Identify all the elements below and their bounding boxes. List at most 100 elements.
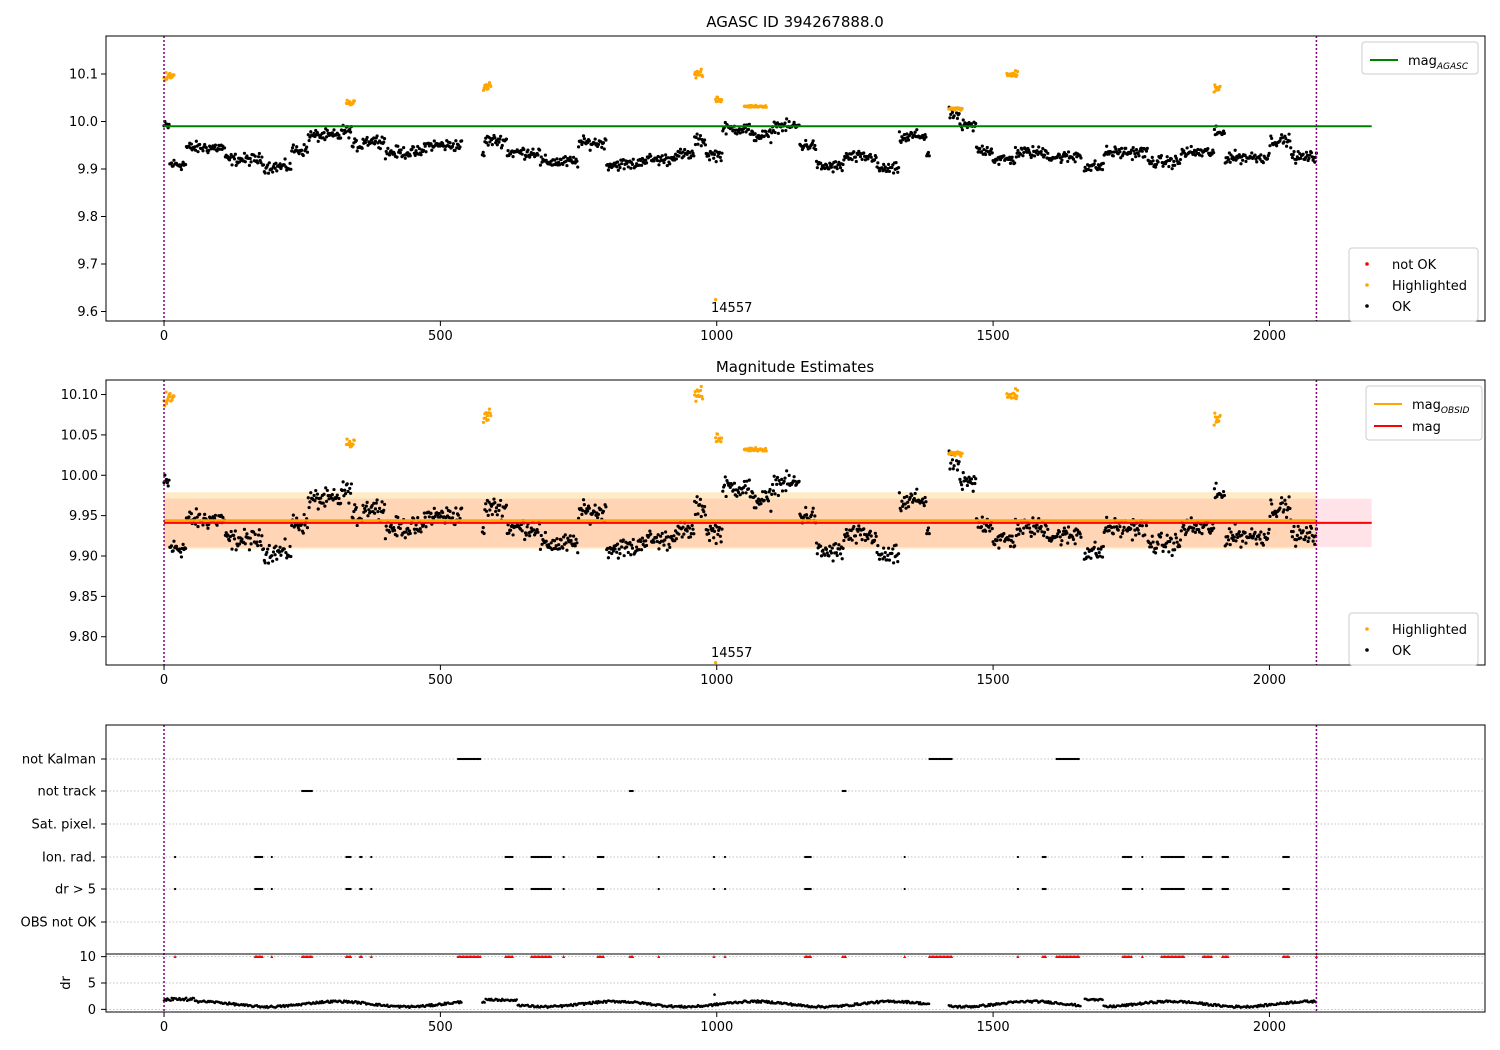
- ok-point: [1096, 547, 1100, 551]
- ok-point: [1284, 515, 1289, 519]
- ok-point: [1291, 529, 1295, 534]
- dr-flag-marker: [478, 955, 482, 959]
- ok-point: [494, 509, 498, 514]
- ok-point: [824, 547, 829, 552]
- ok-point: [355, 149, 359, 153]
- ok-point: [854, 541, 858, 545]
- ok-point: [804, 513, 809, 517]
- ok-point: [1290, 535, 1294, 539]
- ok-point: [1311, 539, 1315, 543]
- ok-point: [908, 496, 912, 500]
- ok-point: [376, 509, 380, 514]
- ok-point: [747, 478, 751, 482]
- ok-point: [1071, 157, 1076, 161]
- legend-box: [1361, 41, 1479, 75]
- ok-point: [1143, 154, 1147, 159]
- ok-point: [974, 121, 978, 126]
- ok-point: [348, 491, 353, 495]
- ok-point: [1288, 139, 1292, 143]
- ok-point: [1035, 523, 1039, 527]
- ok-point: [523, 537, 527, 542]
- ok-point: [853, 155, 858, 159]
- legend-subscript: AGASC: [1436, 62, 1469, 72]
- ok-point: [1210, 529, 1214, 533]
- ok-point: [335, 493, 339, 497]
- ok-point: [1095, 168, 1100, 172]
- ok-point: [976, 150, 980, 154]
- ok-point: [1040, 530, 1044, 534]
- ok-point: [536, 153, 540, 157]
- ok-point: [984, 152, 988, 157]
- ok-point: [226, 533, 230, 537]
- ok-point: [243, 542, 247, 546]
- ok-point: [217, 147, 222, 151]
- ok-point: [1100, 168, 1105, 172]
- ok-point: [1193, 530, 1197, 534]
- ok-point: [681, 150, 685, 154]
- ok-point: [906, 505, 911, 509]
- ok-point: [489, 504, 494, 508]
- ok-point: [314, 496, 319, 500]
- ok-point: [271, 170, 275, 174]
- ok-point: [1232, 535, 1236, 539]
- ok-point: [315, 492, 320, 496]
- ok-point: [346, 489, 350, 494]
- ok-point: [1010, 534, 1014, 538]
- ok-point: [921, 501, 926, 505]
- ok-point: [285, 556, 289, 560]
- highlighted-point: [345, 437, 349, 441]
- dr-point: [905, 1001, 909, 1005]
- ok-point: [1261, 543, 1265, 547]
- flag-point: [1182, 855, 1185, 859]
- legend-point-swatch: [1365, 648, 1369, 652]
- ok-point: [1292, 524, 1296, 529]
- ok-point: [271, 559, 275, 563]
- x-tick-label: 1500: [977, 673, 1010, 688]
- ok-point: [707, 154, 711, 158]
- ok-point: [971, 489, 975, 493]
- ok-point: [1114, 147, 1118, 151]
- ok-point: [227, 538, 232, 543]
- ok-point: [484, 141, 489, 145]
- dr-point: [170, 996, 174, 1000]
- y-tick-label: 10.05: [61, 428, 98, 443]
- ok-point: [351, 516, 355, 520]
- ok-point: [255, 540, 259, 544]
- ok-point: [896, 552, 901, 556]
- ok-point: [404, 530, 408, 534]
- ok-point: [717, 150, 722, 154]
- ok-point: [327, 497, 331, 501]
- ok-point: [309, 491, 313, 495]
- ok-point: [247, 163, 252, 167]
- ok-point: [538, 547, 543, 551]
- ok-point: [746, 487, 751, 491]
- ok-point: [263, 561, 267, 565]
- highlighted-point: [487, 80, 492, 85]
- ok-point: [780, 477, 784, 481]
- ok-point: [565, 163, 569, 168]
- ok-point: [890, 551, 894, 555]
- highlighted-point: [960, 451, 964, 456]
- ok-point: [858, 154, 863, 159]
- ok-point: [493, 136, 497, 140]
- flag-point: [370, 887, 373, 891]
- ok-point: [295, 145, 299, 149]
- panel-1-legend-lines: magAGASC: [1361, 41, 1479, 75]
- ok-point: [774, 478, 778, 482]
- ok-point: [419, 153, 423, 157]
- ok-point: [201, 149, 205, 153]
- ok-point: [841, 546, 845, 550]
- ok-point: [596, 512, 601, 516]
- dr-point: [875, 999, 879, 1003]
- ok-point: [1037, 145, 1041, 149]
- ok-point: [325, 488, 329, 493]
- ok-point: [372, 136, 376, 140]
- ok-point: [662, 543, 666, 547]
- highlighted-point: [700, 394, 704, 399]
- ok-point: [1042, 534, 1046, 538]
- ok-point: [265, 550, 269, 555]
- ok-point: [232, 533, 236, 538]
- ok-point: [948, 116, 952, 120]
- ok-point: [644, 161, 649, 165]
- ok-point: [896, 166, 901, 170]
